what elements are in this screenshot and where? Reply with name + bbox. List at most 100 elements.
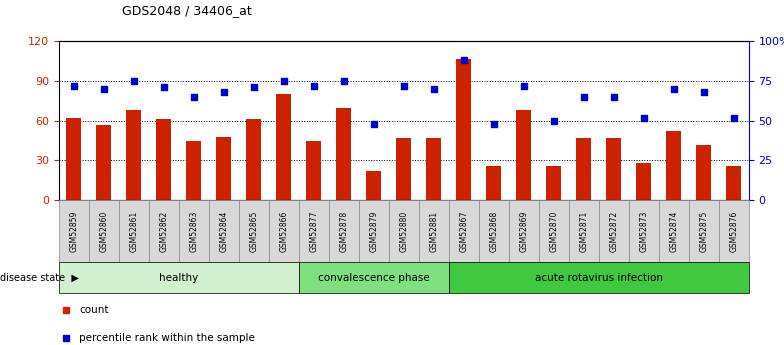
Bar xyxy=(276,94,292,200)
Bar xyxy=(516,110,532,200)
Text: acute rotavirus infection: acute rotavirus infection xyxy=(535,273,662,283)
Point xyxy=(637,115,650,120)
Bar xyxy=(149,200,179,262)
Text: GSM52875: GSM52875 xyxy=(699,210,708,252)
Bar xyxy=(539,200,568,262)
Bar xyxy=(328,200,359,262)
Bar xyxy=(156,119,171,200)
Text: GSM52870: GSM52870 xyxy=(550,210,558,252)
Point xyxy=(458,58,470,63)
Text: GSM52860: GSM52860 xyxy=(100,210,108,252)
Text: GSM52865: GSM52865 xyxy=(249,210,258,252)
Bar xyxy=(659,200,688,262)
Text: GSM52881: GSM52881 xyxy=(430,210,438,252)
Bar xyxy=(509,200,539,262)
Text: GSM52867: GSM52867 xyxy=(459,210,468,252)
Text: GSM52871: GSM52871 xyxy=(579,210,588,252)
Bar xyxy=(448,200,479,262)
Text: GSM52864: GSM52864 xyxy=(220,210,228,252)
Bar xyxy=(719,200,749,262)
Bar xyxy=(629,200,659,262)
Point xyxy=(698,89,710,95)
Bar xyxy=(89,200,119,262)
Text: GSM52873: GSM52873 xyxy=(639,210,648,252)
Bar xyxy=(239,200,269,262)
Bar xyxy=(486,166,501,200)
Bar xyxy=(576,138,591,200)
Point xyxy=(397,83,410,89)
Bar xyxy=(606,138,621,200)
Text: GSM52879: GSM52879 xyxy=(369,210,378,252)
Point xyxy=(488,121,500,127)
Text: GSM52872: GSM52872 xyxy=(609,210,619,252)
Point xyxy=(667,86,680,92)
Bar xyxy=(187,141,201,200)
Point xyxy=(187,94,200,100)
Bar xyxy=(119,200,149,262)
Point xyxy=(368,121,380,127)
Bar xyxy=(448,262,749,293)
Point xyxy=(128,78,140,84)
Bar xyxy=(389,200,419,262)
Bar xyxy=(568,200,599,262)
Point xyxy=(517,83,530,89)
Bar xyxy=(419,200,448,262)
Point xyxy=(547,118,560,124)
Text: GSM52877: GSM52877 xyxy=(309,210,318,252)
Bar xyxy=(688,200,719,262)
Point xyxy=(578,94,590,100)
Text: GSM52862: GSM52862 xyxy=(159,210,169,252)
Text: GSM52869: GSM52869 xyxy=(519,210,528,252)
Text: GSM52863: GSM52863 xyxy=(189,210,198,252)
Text: GSM52861: GSM52861 xyxy=(129,210,138,252)
Bar xyxy=(299,262,448,293)
Point xyxy=(97,86,110,92)
Bar xyxy=(126,110,141,200)
Point xyxy=(608,94,620,100)
Point xyxy=(217,89,230,95)
Text: GSM52878: GSM52878 xyxy=(339,210,348,252)
Bar xyxy=(269,200,299,262)
Bar xyxy=(59,200,89,262)
Bar xyxy=(599,200,629,262)
Point xyxy=(307,83,320,89)
Bar xyxy=(546,166,561,200)
Text: GSM52880: GSM52880 xyxy=(399,210,408,252)
Point xyxy=(278,78,290,84)
Bar xyxy=(637,163,652,200)
Bar xyxy=(96,125,111,200)
Bar xyxy=(216,137,231,200)
Bar xyxy=(59,262,299,293)
Text: percentile rank within the sample: percentile rank within the sample xyxy=(79,333,256,343)
Bar xyxy=(426,138,441,200)
Bar xyxy=(336,108,351,200)
Text: GSM52868: GSM52868 xyxy=(489,210,499,252)
Bar xyxy=(479,200,509,262)
Point xyxy=(158,85,170,90)
Point xyxy=(427,86,440,92)
Point xyxy=(67,83,80,89)
Bar xyxy=(456,59,471,200)
Text: GSM52874: GSM52874 xyxy=(670,210,678,252)
Text: count: count xyxy=(79,305,109,315)
Text: GSM52859: GSM52859 xyxy=(69,210,78,252)
Bar xyxy=(366,171,381,200)
Text: GSM52866: GSM52866 xyxy=(279,210,289,252)
Point xyxy=(248,85,260,90)
Bar xyxy=(359,200,389,262)
Text: GDS2048 / 34406_at: GDS2048 / 34406_at xyxy=(122,4,251,17)
Point xyxy=(728,115,740,120)
Bar xyxy=(307,141,321,200)
Text: disease state  ▶: disease state ▶ xyxy=(0,273,79,283)
Bar xyxy=(666,131,681,200)
Bar xyxy=(179,200,209,262)
Bar xyxy=(299,200,328,262)
Bar xyxy=(726,166,741,200)
Text: convalescence phase: convalescence phase xyxy=(318,273,430,283)
Bar xyxy=(67,118,82,200)
Bar xyxy=(209,200,239,262)
Text: GSM52876: GSM52876 xyxy=(729,210,739,252)
Bar xyxy=(396,138,412,200)
Text: healthy: healthy xyxy=(159,273,198,283)
Bar xyxy=(696,145,711,200)
